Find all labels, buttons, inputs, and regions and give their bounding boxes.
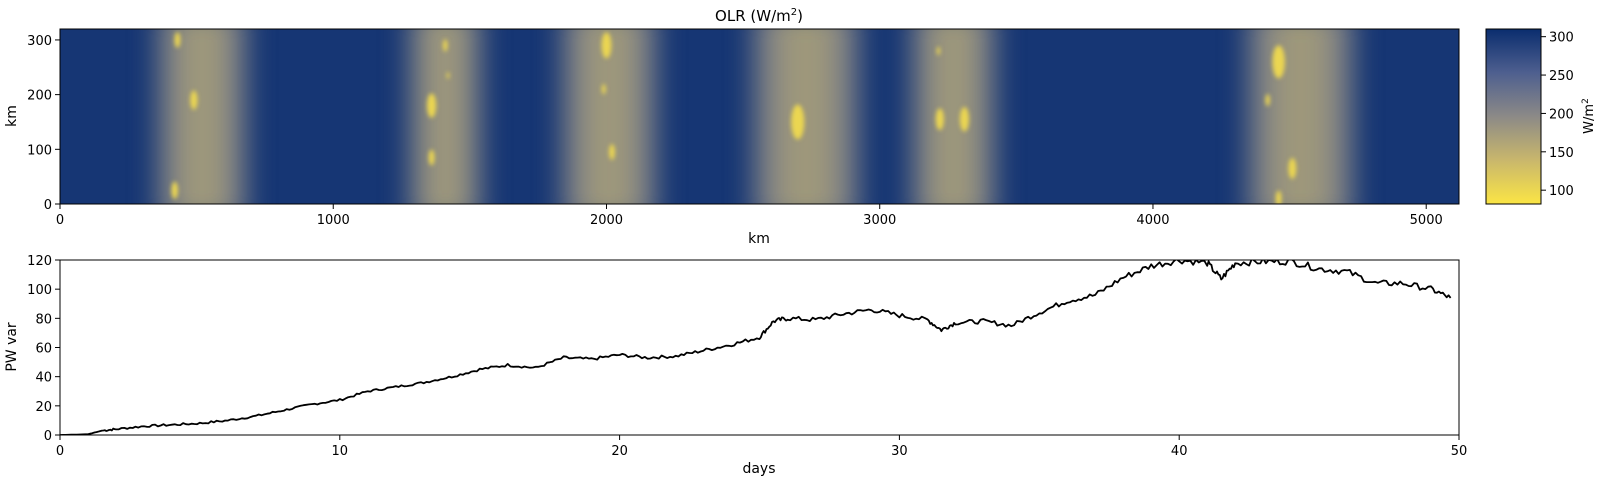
- convective-band-core: [585, 29, 633, 204]
- line-y-axis: 0 20 40 60 80 100 120: [27, 254, 60, 444]
- cold-core: [427, 93, 437, 118]
- colorbar-tick-label: 250: [1549, 69, 1574, 84]
- cold-core: [442, 39, 448, 52]
- line-frame: [59, 259, 1460, 436]
- convective-band-core: [1274, 29, 1327, 204]
- cold-core: [1265, 93, 1271, 107]
- cold-core: [174, 32, 181, 48]
- colorbar-label: W/m2: [1581, 98, 1597, 134]
- pw-var-line-panel: 0 10 20 30 40 50 0 20 40 60 80 100 120 days PW var: [4, 254, 1467, 477]
- cold-core: [190, 90, 198, 110]
- colorbar: 100 150 200 250 300 W/m2: [1485, 28, 1597, 205]
- y-tick-label: 60: [35, 342, 52, 357]
- colorbar-tick-label: 100: [1549, 184, 1574, 199]
- cold-core: [935, 108, 944, 131]
- cold-core: [791, 104, 805, 140]
- convective-band-core: [779, 29, 832, 204]
- heatmap-x-axis: 0 1000 2000 3000 4000 5000: [56, 204, 1443, 228]
- x-tick-label: 0: [56, 444, 64, 459]
- y-tick-label: 100: [27, 283, 52, 298]
- y-tick-label: 120: [27, 254, 52, 269]
- x-tick-label: 1000: [317, 213, 350, 228]
- y-tick-label: 200: [27, 89, 52, 104]
- y-tick-label: 20: [35, 400, 52, 415]
- x-tick-label: 20: [611, 444, 628, 459]
- cold-core: [608, 144, 615, 160]
- y-tick-label: 100: [27, 143, 52, 158]
- x-tick-label: 3000: [863, 213, 896, 228]
- x-tick-label: 2000: [590, 213, 623, 228]
- line-x-label: days: [742, 461, 775, 477]
- heatmap-x-label: km: [748, 231, 770, 247]
- heatmap-y-label: km: [4, 105, 20, 127]
- pw-var-series-line: [60, 260, 1452, 435]
- x-tick-label: 40: [1171, 444, 1188, 459]
- colorbar-tick-label: 150: [1549, 146, 1574, 161]
- heatmap-image: [60, 29, 1459, 204]
- heatmap-frame: [59, 28, 1460, 205]
- cold-core: [171, 181, 179, 200]
- y-tick-label: 80: [35, 312, 52, 327]
- y-tick-label: 40: [35, 371, 52, 386]
- x-tick-label: 0: [56, 213, 64, 228]
- cold-core: [959, 106, 970, 132]
- olr-heatmap-panel: OLR (W/m2) 0 1000 2000 3000 4000 5000 0 100 200…: [4, 7, 1460, 247]
- x-tick-label: 4000: [1136, 213, 1169, 228]
- line-x-axis: 0 10 20 30 40 50: [56, 435, 1467, 459]
- cold-core: [601, 32, 612, 59]
- x-tick-label: 30: [891, 444, 908, 459]
- colorbar-tick-label: 300: [1549, 31, 1574, 46]
- x-tick-label: 10: [332, 444, 349, 459]
- heatmap-y-axis: 0 100 200 300: [27, 34, 60, 213]
- y-tick-label: 0: [44, 198, 52, 213]
- colorbar-ticks: 100 150 200 250 300: [1541, 31, 1574, 199]
- line-y-label: PW var: [4, 322, 20, 372]
- cold-core: [1288, 157, 1297, 179]
- cold-cloud-cores: [171, 32, 1297, 204]
- convective-band-core: [180, 29, 224, 204]
- line-plot-area: [60, 260, 1452, 435]
- y-tick-label: 0: [44, 429, 52, 444]
- cold-core: [936, 46, 941, 56]
- cold-core: [446, 71, 450, 79]
- x-tick-label: 5000: [1410, 213, 1443, 228]
- cold-core: [1275, 190, 1282, 204]
- y-tick-label: 300: [27, 34, 52, 49]
- cold-core: [428, 149, 435, 166]
- heatmap-title: OLR (W/m2): [715, 7, 803, 25]
- colorbar-tick-label: 200: [1549, 107, 1574, 122]
- colorbar-gradient: [1485, 28, 1542, 205]
- cold-core: [601, 83, 606, 95]
- cold-core: [1272, 45, 1285, 79]
- x-tick-label: 50: [1451, 444, 1468, 459]
